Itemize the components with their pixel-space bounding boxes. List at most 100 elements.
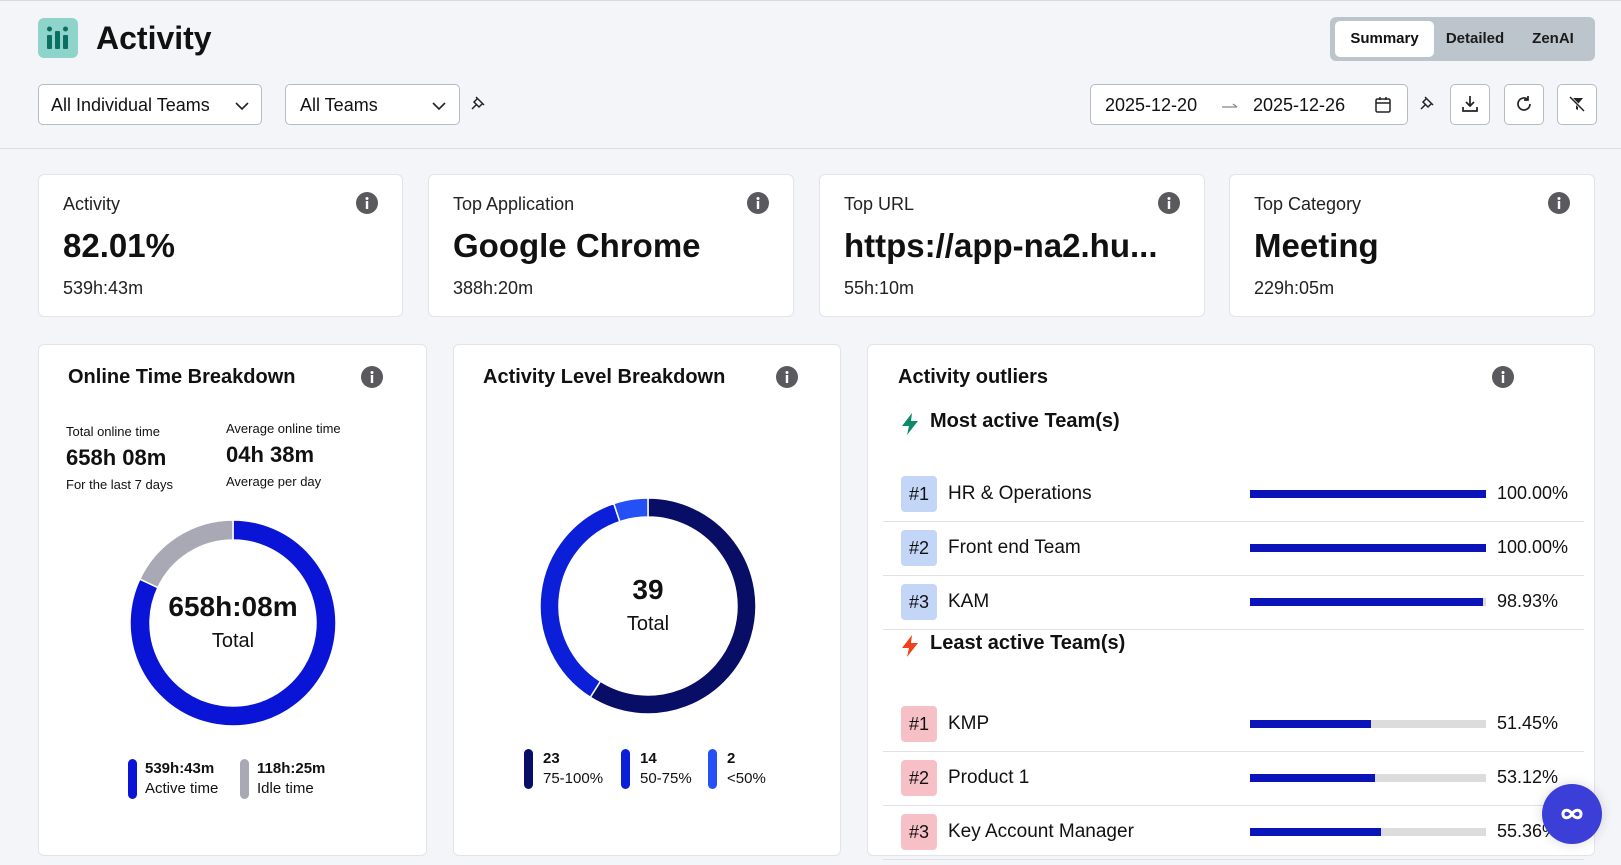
total-value: 658h 08m [66,445,167,470]
clear-filter-button[interactable] [1557,84,1597,125]
legend-value: 2 [727,750,736,767]
info-stem [1501,375,1505,383]
kpi-card: Top Application Google Chrome 388h:20m [428,174,794,317]
info-dot [1557,197,1561,200]
info-stem [370,375,374,383]
pin-icon[interactable] [1419,95,1435,111]
bar [1250,490,1486,498]
bar-label: 55.36% [1497,821,1559,841]
rank-badge: #2 [901,530,937,566]
user-filter[interactable]: All Individual Teams [38,84,262,125]
rank-badge: #2 [901,760,937,796]
info-icon[interactable] [747,192,769,214]
info-icon[interactable] [356,192,378,214]
legend-value: 23 [543,750,560,767]
info-stem [785,375,789,383]
bar [1250,598,1484,606]
info-dot [756,197,760,200]
info-dot [365,197,369,200]
bar-label: 53.12% [1497,767,1559,787]
info-dot [1501,371,1505,374]
bar [1250,720,1372,728]
legend-label: <50% [727,770,766,787]
rank-badge: #1 [901,476,937,512]
chat-button[interactable] [1542,784,1602,844]
team-name: Product 1 [948,767,1030,788]
donut-segment [129,519,337,727]
team-name: Front end Team [948,537,1081,558]
team-filter-text: All Teams [300,95,378,115]
donut-center-value: 39 [632,574,664,605]
rank-badge: #3 [901,584,937,620]
legend-label: 75-100% [543,770,604,787]
kpi-label: Top Application [453,194,575,214]
team-name: Key Account Manager [948,821,1134,842]
legend-swatch [708,749,717,789]
info-icon[interactable] [776,366,798,388]
kpi-label: Top URL [844,194,915,214]
team-filter[interactable]: All Teams [285,84,460,125]
info-icon[interactable] [1548,192,1570,214]
bar [1250,774,1376,782]
donut-segment [539,502,621,699]
group-title: Least active Team(s) [930,632,1126,654]
avg-note: Average per day [226,474,322,489]
info-stem [365,201,369,209]
refresh-button[interactable] [1504,84,1544,125]
tab[interactable]: Summary [1335,21,1434,57]
kpi-sub: 55h:10m [844,278,915,298]
bolt-icon [902,413,918,435]
kpi-card: Top URL https://app-na2.hu... 55h:10m [819,174,1205,317]
page-title: Activity [96,20,212,56]
date-range[interactable]: 2025-12-20 2025-12-26 [1090,84,1408,125]
bar-label: 98.93% [1497,591,1559,611]
donut-segment [589,497,757,715]
bar [1250,544,1486,552]
bar [1250,828,1381,836]
tab-bar: Summary Detailed ZenAI [1330,17,1595,61]
rank-badge: #1 [901,706,937,742]
bolt-icon [902,635,918,657]
info-icon[interactable] [1158,192,1180,214]
donut [539,497,757,715]
pin-icon[interactable] [470,95,486,111]
total-label: Total online time [66,424,160,439]
info-dot [370,371,374,374]
kpi-value: Meeting [1254,227,1379,264]
bar-label: 100.00% [1497,483,1569,503]
avg-label: Average online time [226,421,341,436]
activity-level-card: Activity Level Breakdown 39 Total 23 75-1… [453,344,841,856]
kpi-value: 82.01% [63,227,175,264]
info-icon[interactable] [361,366,383,388]
donut-segment [612,497,649,523]
date-start: 2025-12-20 [1105,95,1198,115]
donut-center-label: Total [211,630,255,652]
row-separator [883,859,1584,860]
bar-label: 100.00% [1497,537,1569,557]
row-separator [883,751,1584,752]
kpi-label: Activity [63,194,121,214]
user-filter-text: All Individual Teams [51,95,210,115]
row-separator [883,629,1584,630]
info-icon[interactable] [1492,366,1514,388]
card-title: Activity Level Breakdown [483,366,726,388]
info-stem [1557,201,1561,209]
kpi-value: Google Chrome [453,227,701,264]
bolt [902,635,918,657]
row-separator [883,521,1584,522]
donut [129,519,337,727]
tab[interactable]: ZenAI [1532,30,1574,47]
kpi-sub: 539h:43m [63,278,144,298]
download-button[interactable] [1450,84,1490,125]
legend-swatch [240,759,249,799]
info-dot [785,371,789,374]
donut-segment [138,519,234,589]
tab[interactable]: Detailed [1445,30,1505,47]
kpi-value: https://app-na2.hu... [844,227,1158,264]
row-separator [883,805,1584,806]
legend-swatch [524,749,533,789]
card-title: Activity outliers [898,366,1049,388]
team-name: KAM [948,591,990,612]
donut-center-value: 658h:08m [168,591,298,622]
bolt [902,413,918,435]
